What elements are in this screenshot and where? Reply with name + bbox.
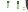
Bar xyxy=(7,3,10,7)
Bar xyxy=(16,10,19,11)
Bar xyxy=(16,8,19,10)
Bar xyxy=(16,4,19,8)
Text: Some: Some xyxy=(24,0,28,12)
Text: Quite a bit: Quite a bit xyxy=(24,0,28,12)
FancyBboxPatch shape xyxy=(23,9,24,10)
Bar xyxy=(7,1,10,3)
Text: Very little: Very little xyxy=(24,0,28,12)
Text: Very much: Very much xyxy=(24,0,28,12)
Bar xyxy=(7,10,10,11)
FancyBboxPatch shape xyxy=(23,7,24,8)
Bar xyxy=(16,1,19,4)
Bar xyxy=(7,7,10,10)
